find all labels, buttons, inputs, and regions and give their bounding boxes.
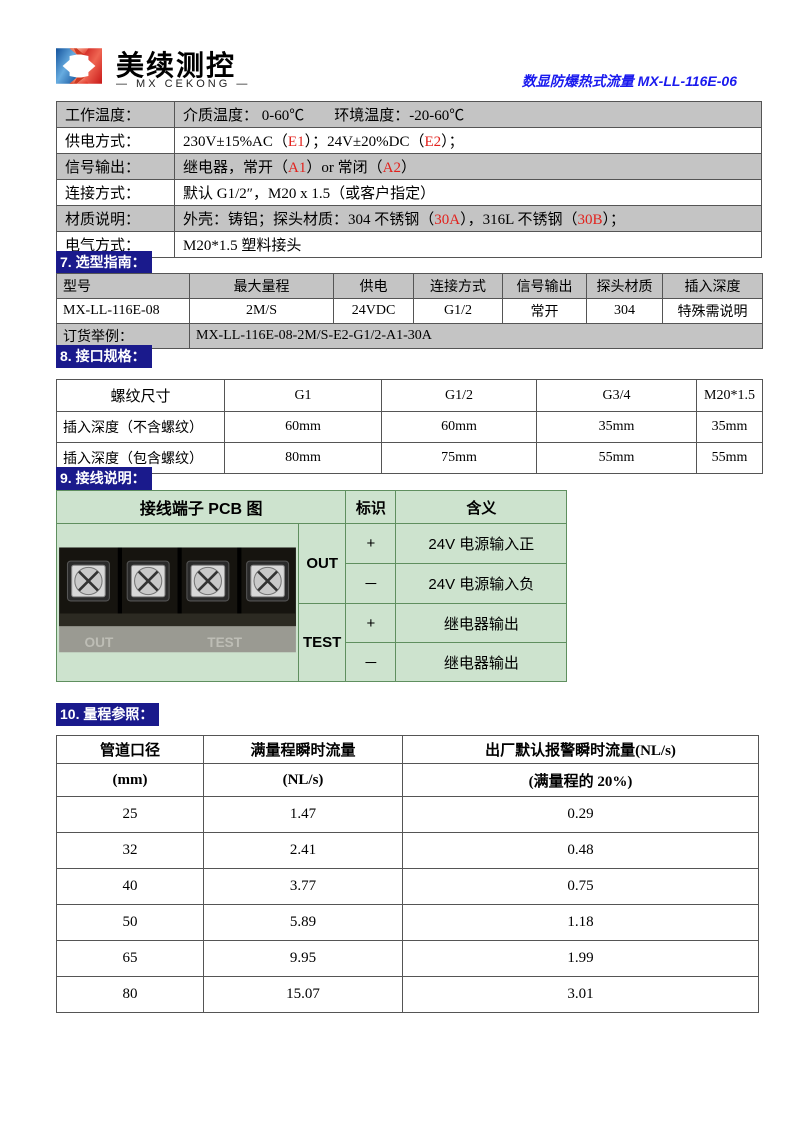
- svg-text:TEST: TEST: [207, 635, 242, 650]
- svg-text:OUT: OUT: [85, 635, 114, 650]
